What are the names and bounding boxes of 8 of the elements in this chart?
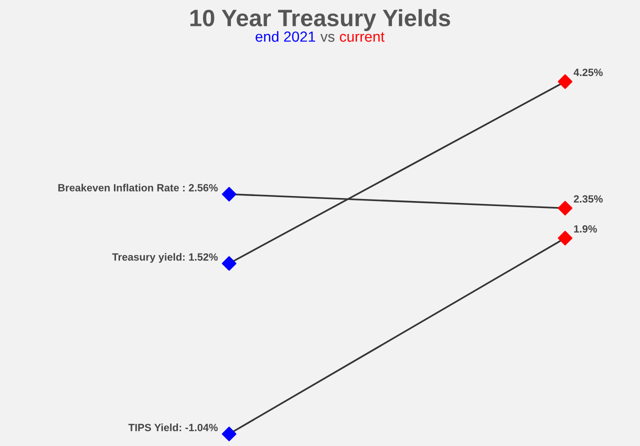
- data-label: 1.9%: [574, 225, 597, 233]
- data-label: 2.35%: [574, 195, 603, 203]
- chart-title: 10 Year Treasury Yields: [190, 9, 450, 32]
- data-label: 4.25%: [574, 68, 603, 76]
- data-label: Treasury yield: 1.52%: [112, 253, 218, 263]
- data-label: Breakeven Inflation Rate : 2.56%: [58, 184, 218, 192]
- chart-subtitle: end 2021 vs current: [256, 31, 385, 42]
- data-label: TIPS Yield: -1.04%: [128, 424, 218, 432]
